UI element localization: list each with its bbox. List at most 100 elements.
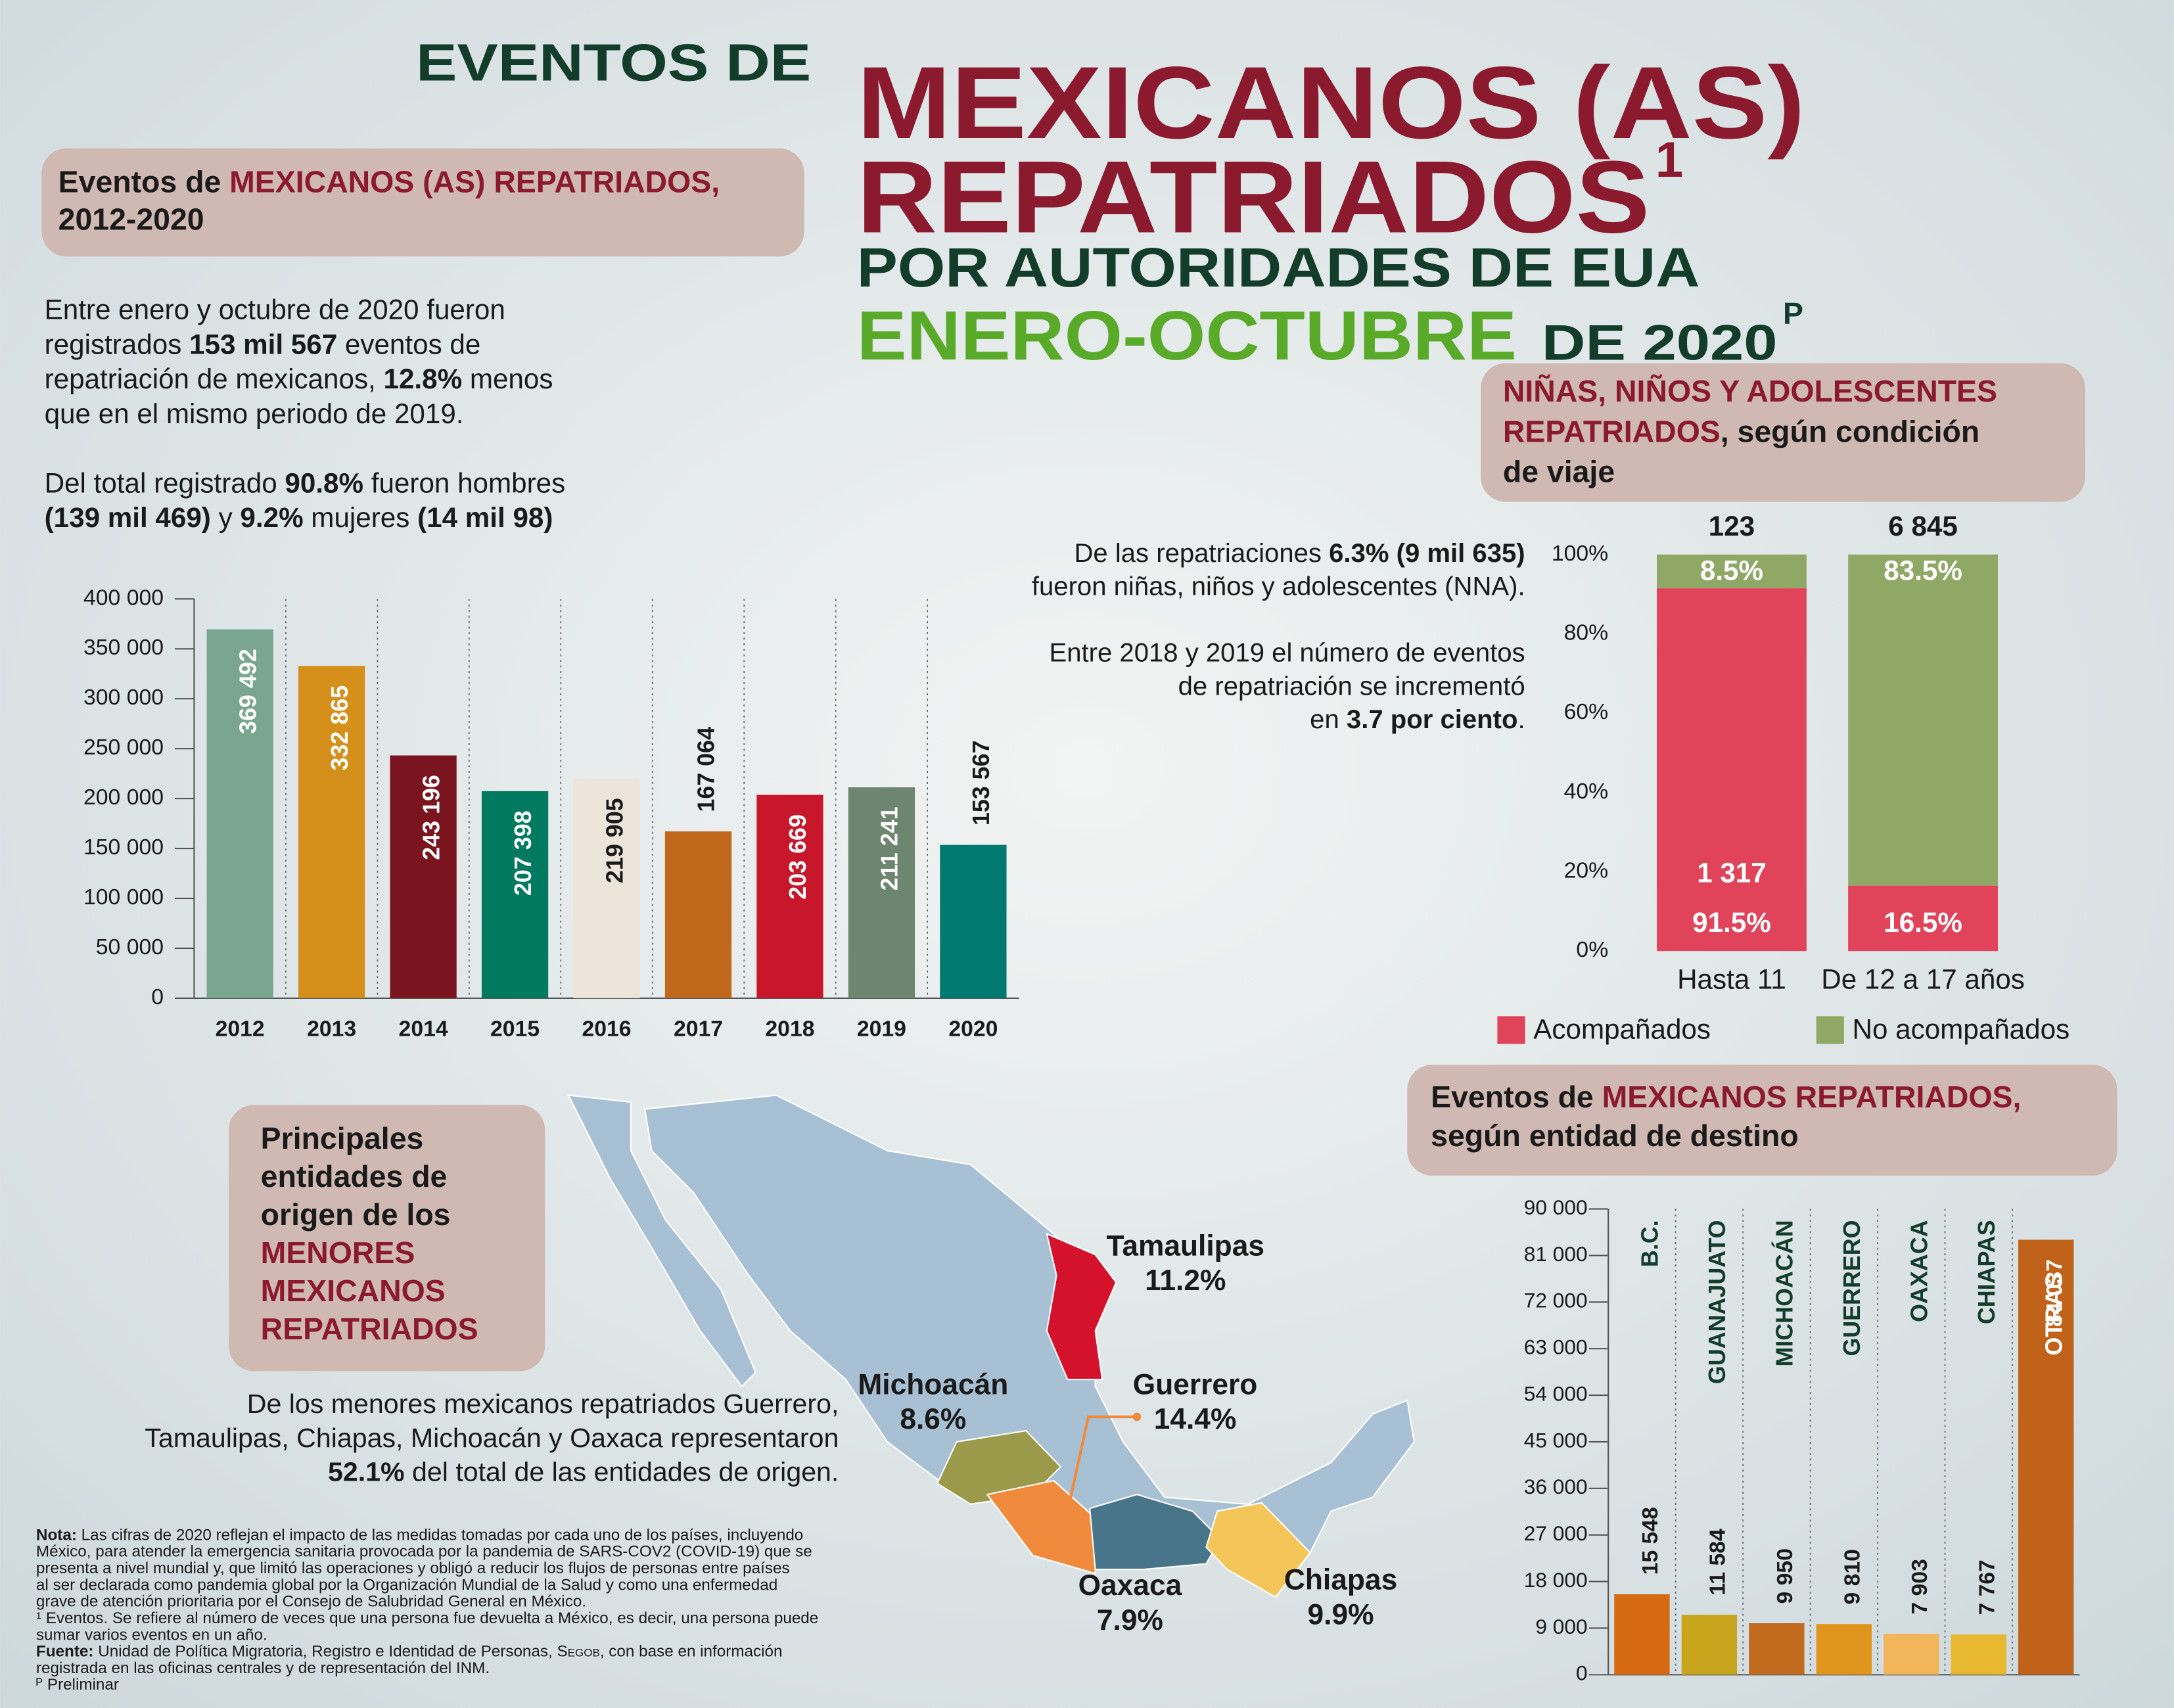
text-run: Tamaulipas, Chiapas, Michoacán y Oaxaca … <box>145 1423 839 1453</box>
value-label: 167 064 <box>693 727 720 812</box>
y-tick-label: 9 000 <box>1535 1615 1587 1638</box>
value-label: 9 810 <box>1840 1549 1865 1604</box>
text-run: Del total registrado <box>45 467 285 498</box>
text-run: , según condición <box>1721 415 1979 449</box>
legend-label: No acompañados <box>1852 1014 2070 1045</box>
text-line: Entre 2018 y 2019 el número de eventos <box>1049 638 1525 667</box>
text-line: de viaje <box>1503 455 1615 489</box>
bar-segment <box>1657 588 1807 952</box>
text-run: 9.2% <box>240 502 303 533</box>
x-tick-label: 2017 <box>674 1016 723 1041</box>
text-run: mujeres <box>304 502 417 533</box>
text-line: registrada en las oficinas centrales y d… <box>36 1659 490 1677</box>
text-run: De las repatriaciones <box>1074 538 1329 567</box>
bar <box>664 831 732 998</box>
text-run: INM <box>456 1659 485 1677</box>
text-run: (14 mil 98) <box>417 502 553 533</box>
map-tamaulipas <box>1046 1232 1117 1381</box>
value-label: 83.5% <box>1884 555 1962 586</box>
text-run: que en el mismo periodo de 2019. <box>45 398 464 429</box>
text-run: y <box>211 502 241 533</box>
text-line: De los menores mexicanos repatriados Gue… <box>247 1389 839 1419</box>
text-line: Entre enero y octubre de 2020 fueron <box>45 294 505 325</box>
value-label: 7 767 <box>1974 1559 1999 1615</box>
y-tick-label: 72 000 <box>1524 1289 1588 1312</box>
text-line: Eventos de MEXICANOS (AS) REPATRIADOS, <box>58 165 720 199</box>
x-tick-label: GUERRERO <box>1839 1220 1865 1356</box>
value-label: 11 584 <box>1705 1529 1730 1596</box>
text-line: Tamaulipas, Chiapas, Michoacán y Oaxaca … <box>145 1423 839 1453</box>
value-label: 7 903 <box>1907 1559 1932 1614</box>
value-label: 16.5% <box>1884 907 1962 938</box>
bar <box>940 844 1007 998</box>
text-run: MENORES <box>261 1235 415 1270</box>
text-line: (139 mil 469) y 9.2% mujeres (14 mil 98) <box>45 502 553 533</box>
text-run: del total de las entidades de origen. <box>405 1456 839 1487</box>
bar-segment <box>1657 554 1807 589</box>
bar <box>1681 1615 1738 1675</box>
y-tick-label: 200 000 <box>83 785 164 810</box>
text-run: 153 mil 567 <box>189 329 337 360</box>
text-line: NIÑAS, NIÑOS Y ADOLESCENTES <box>1503 374 1997 408</box>
value-label: 243 196 <box>418 775 444 860</box>
map-region <box>567 1094 757 1388</box>
y-tick-label: 36 000 <box>1524 1475 1588 1498</box>
y-tick-label: 27 000 <box>1524 1521 1588 1545</box>
y-tick-label: 45 000 <box>1524 1428 1588 1452</box>
y-tick-label: 400 000 <box>83 585 164 610</box>
y-tick-label: 250 000 <box>83 735 164 760</box>
value-label: 153 567 <box>968 740 994 825</box>
text-run: REPATRIADOS <box>1503 415 1721 449</box>
text-run: NIÑAS, NIÑOS Y ADOLESCENTES <box>1503 374 1997 408</box>
text-box <box>41 148 804 257</box>
text-run: fueron hombres <box>363 467 565 498</box>
y-tick-label: 150 000 <box>83 835 164 860</box>
text-run: de repatriación se incrementó <box>1178 672 1525 701</box>
x-tick-label: OAXACA <box>1907 1220 1933 1322</box>
y-tick-label: 90 000 <box>1524 1195 1588 1219</box>
text-run: 3.7 por ciento <box>1347 705 1518 734</box>
title-line: MEXICANOS (AS) <box>857 46 1805 160</box>
text-line: según entidad de destino <box>1431 1119 1799 1153</box>
text-line: De las repatriaciones 6.3% (9 mil 635) <box>1074 538 1525 567</box>
map-value: 9.9% <box>1308 1598 1374 1630</box>
y-tick-label: 81 000 <box>1524 1242 1588 1266</box>
text-run: presenta a nivel mundial y, que limitó l… <box>36 1559 790 1577</box>
text-line: registrados 153 mil 567 eventos de <box>45 329 481 360</box>
text-run: Segob <box>557 1643 600 1661</box>
y-tick-label: 0 <box>1576 1661 1588 1685</box>
text-run: grave de atención prioritaria por el Con… <box>36 1593 586 1611</box>
title-line: ENERO-OCTUBRE <box>857 298 1517 375</box>
legend-label: Acompañados <box>1533 1014 1711 1045</box>
title-sup: P <box>1783 296 1803 331</box>
text-run: repatriación de mexicanos, <box>45 363 384 394</box>
y-tick-label: 18 000 <box>1524 1568 1588 1592</box>
y-tick-label: 54 000 <box>1524 1381 1588 1405</box>
x-tick-label: 2014 <box>399 1016 448 1041</box>
map-label: Oaxaca <box>1078 1569 1182 1602</box>
map-chiapas <box>1205 1502 1312 1598</box>
value-label: 369 492 <box>235 649 261 734</box>
text-line: 52.1% del total de las entidades de orig… <box>328 1456 839 1487</box>
x-tick-label: 2019 <box>857 1016 906 1041</box>
text-run: Unidad de Política Migratoria, Registro … <box>94 1643 557 1661</box>
text-run: Nota: <box>36 1527 77 1544</box>
text-run: Entre enero y octubre de 2020 fueron <box>45 294 505 325</box>
text-line: de repatriación se incrementó <box>1178 672 1525 701</box>
x-tick-label: 2020 <box>948 1016 998 1041</box>
text-line: REPATRIADOS, según condición <box>1503 415 1979 449</box>
map-value: 8.6% <box>900 1403 966 1435</box>
y-tick-label: 300 000 <box>83 685 164 710</box>
bar-segment <box>1848 885 1998 952</box>
map-label: Tamaulipas <box>1107 1230 1264 1262</box>
text-box <box>1481 363 2085 502</box>
bar-segment <box>1848 554 1998 886</box>
text-run: . <box>485 1659 490 1677</box>
text-run: 6.3% (9 mil 635) <box>1329 538 1525 567</box>
text-line: 2012-2020 <box>58 202 204 237</box>
x-tick-label: 2015 <box>490 1016 540 1041</box>
text-line: ᴾ Preliminar <box>36 1676 119 1694</box>
text-run: Fuente: <box>36 1643 94 1661</box>
text-line: que en el mismo periodo de 2019. <box>45 398 464 429</box>
